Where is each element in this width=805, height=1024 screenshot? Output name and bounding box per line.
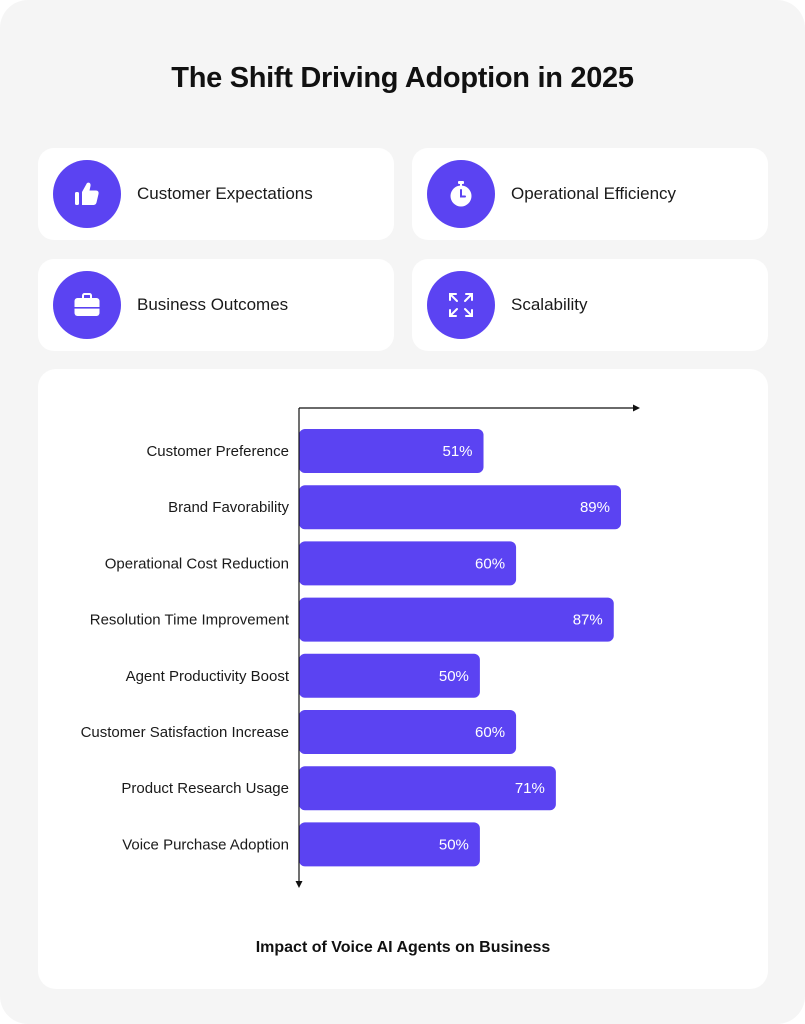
category-label: Operational Cost Reduction: [105, 555, 289, 572]
expand-arrows-icon: [427, 271, 495, 339]
bar: [299, 541, 517, 586]
category-label: Voice Purchase Adoption: [122, 836, 289, 853]
bar-chart: Customer Preference 51% Brand Favorability…: [81, 404, 640, 888]
value-label: 87%: [573, 612, 603, 629]
page-title: The Shift Driving Adoption in 2025: [171, 62, 634, 94]
bar: [299, 597, 614, 642]
card-label: Customer Expectations: [137, 184, 313, 203]
category-label: Product Research Usage: [121, 780, 289, 797]
card-label: Scalability: [511, 295, 588, 314]
card-label: Operational Efficiency: [511, 184, 677, 203]
bar: [299, 653, 480, 698]
bar: [299, 485, 621, 530]
bar: [299, 429, 484, 473]
card-business-outcomes: Business Outcomes: [38, 259, 394, 351]
card-label: Business Outcomes: [137, 295, 289, 314]
value-label: 71%: [515, 780, 545, 797]
stopwatch-icon: [427, 160, 495, 228]
card-operational-efficiency: Operational Efficiency: [412, 148, 768, 240]
card-scalability: Scalability: [412, 259, 768, 351]
y-axis-arrow: [295, 881, 303, 888]
category-label: Customer Preference: [146, 443, 289, 460]
briefcase-icon: [53, 271, 121, 339]
value-label: 50%: [439, 668, 469, 685]
card-customer-expectations: Customer Expectations: [38, 148, 394, 240]
thumbs-up-icon: [53, 160, 121, 228]
value-label: 60%: [475, 724, 505, 741]
category-label: Brand Favorability: [168, 499, 289, 516]
value-label: 60%: [475, 555, 505, 572]
value-label: 50%: [439, 836, 469, 853]
bar: [299, 822, 480, 867]
category-label: Resolution Time Improvement: [90, 612, 290, 629]
bar: [299, 710, 517, 754]
value-label: 51%: [442, 443, 472, 460]
x-axis-arrow: [633, 404, 640, 412]
chart-title: Impact of Voice AI Agents on Business: [255, 939, 551, 956]
category-label: Agent Productivity Boost: [126, 668, 290, 685]
category-label: Customer Satisfaction Increase: [81, 724, 289, 741]
chart-card: Customer Preference 51% Brand Favorability…: [38, 369, 768, 989]
value-label: 89%: [580, 499, 610, 516]
bar: [299, 766, 556, 811]
